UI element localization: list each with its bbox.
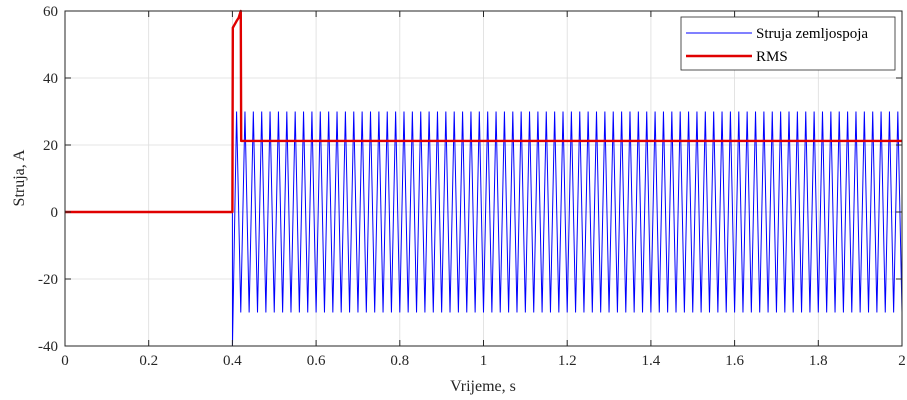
series-struja-zemljospoja-line	[65, 111, 903, 347]
x-tick-label: 1.8	[809, 353, 828, 369]
series-rms-line	[65, 9, 902, 214]
x-tick-label: 1.6	[725, 353, 744, 369]
y-tick-label: 40	[43, 71, 58, 87]
x-tick-label: 0.6	[307, 353, 326, 369]
legend: Struja zemljospoja RMS	[680, 16, 896, 71]
series-layer	[65, 9, 903, 347]
y-tick-label: 60	[43, 4, 58, 20]
x-tick-label: 0.4	[223, 353, 242, 369]
x-tick-label: 1.2	[558, 353, 577, 369]
legend-box	[680, 16, 896, 71]
y-axis-label: Struja, A	[11, 149, 28, 206]
x-tick-label: 2	[898, 353, 906, 369]
tick-labels: 0 0.2 0.4 0.6 0.8 1 1.2 1.4 1.6 1.8 2 -40 -20 0 20 40 60	[38, 4, 906, 369]
ticks	[64, 10, 903, 347]
y-tick-label: 0	[51, 205, 59, 221]
legend-label-rms: RMS	[756, 49, 788, 65]
y-tick-label: -20	[38, 272, 58, 288]
x-tick-label: 1.4	[642, 353, 661, 369]
x-tick-label: 0.8	[390, 353, 409, 369]
x-axis-label: Vrijeme, s	[450, 378, 516, 395]
y-tick-label: -40	[38, 339, 58, 355]
x-tick-label: 0	[61, 353, 69, 369]
legend-label-struja-zemljospoja: Struja zemljospoja	[756, 26, 868, 42]
x-tick-label: 1	[480, 353, 488, 369]
x-tick-label: 0.2	[139, 353, 158, 369]
y-tick-label: 20	[43, 138, 58, 154]
